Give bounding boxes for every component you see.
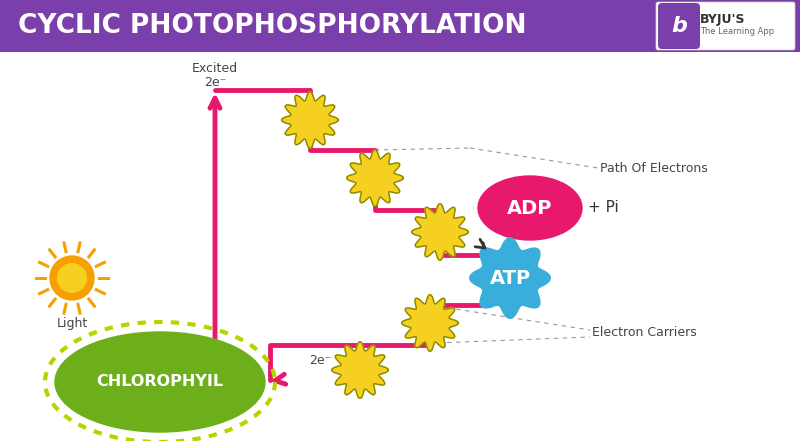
Polygon shape — [412, 204, 468, 260]
Text: 2e⁻: 2e⁻ — [204, 75, 226, 89]
Ellipse shape — [55, 332, 265, 432]
Text: Path Of Electrons: Path Of Electrons — [600, 161, 708, 175]
FancyBboxPatch shape — [656, 2, 795, 50]
Text: + Pi: + Pi — [588, 201, 618, 216]
Circle shape — [58, 264, 86, 292]
FancyBboxPatch shape — [0, 0, 800, 52]
FancyBboxPatch shape — [658, 3, 700, 49]
Polygon shape — [332, 342, 388, 398]
Circle shape — [50, 256, 94, 300]
Text: BYJU'S: BYJU'S — [700, 14, 746, 26]
Text: 2e⁻: 2e⁻ — [309, 354, 331, 366]
Text: Electron Carriers: Electron Carriers — [592, 326, 697, 340]
Polygon shape — [282, 92, 338, 148]
Polygon shape — [346, 149, 403, 206]
Text: Excited: Excited — [192, 61, 238, 75]
Text: CYCLIC PHOTOPHOSPHORYLATION: CYCLIC PHOTOPHOSPHORYLATION — [18, 13, 526, 39]
Polygon shape — [470, 238, 550, 318]
Text: The Learning App: The Learning App — [700, 27, 774, 37]
Text: CHLOROPHYIL: CHLOROPHYIL — [97, 374, 223, 389]
Text: ATP: ATP — [490, 269, 530, 288]
Text: ADP: ADP — [507, 198, 553, 217]
Ellipse shape — [478, 176, 582, 240]
Text: b: b — [671, 16, 687, 36]
Text: Light: Light — [56, 317, 88, 330]
Polygon shape — [402, 295, 458, 351]
